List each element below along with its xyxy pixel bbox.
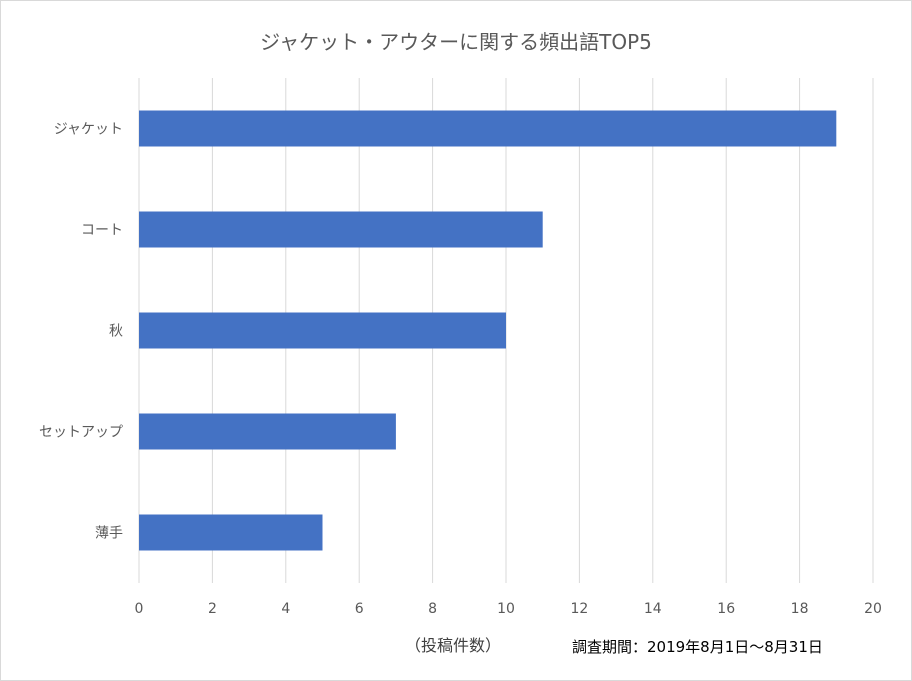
x-tick-label: 20 xyxy=(864,601,882,617)
bar-1 xyxy=(139,211,543,248)
x-tick-label: 14 xyxy=(644,601,662,617)
category-label: コート xyxy=(81,223,123,239)
x-tick-label: 10 xyxy=(497,601,515,617)
category-label: 薄手 xyxy=(95,526,123,542)
x-tick-label: 18 xyxy=(791,601,809,617)
bar-2 xyxy=(139,312,506,349)
x-tick-labels: 0 2 4 6 8 10 12 14 16 18 20 xyxy=(135,601,882,617)
bar-3 xyxy=(139,413,396,450)
chart-title: ジャケット・アウターに関する頻出語TOP5 xyxy=(260,30,652,54)
x-tick-label: 12 xyxy=(570,601,588,617)
x-tick-label: 4 xyxy=(281,601,290,617)
bar-0 xyxy=(139,110,837,147)
category-label: セットアップ xyxy=(39,425,123,441)
x-tick-label: 2 xyxy=(208,601,217,617)
x-tick-label: 8 xyxy=(428,601,437,617)
bar-4 xyxy=(139,514,323,551)
survey-period-note: 調査期間：2019年8月1日〜8月31日 xyxy=(572,638,823,656)
category-label: 秋 xyxy=(109,324,123,340)
x-tick-label: 6 xyxy=(355,601,364,617)
bars xyxy=(139,110,837,551)
x-tick-label: 16 xyxy=(717,601,735,617)
x-tick-label: 0 xyxy=(135,601,144,617)
x-axis-label: （投稿件数） xyxy=(405,636,502,655)
category-label: ジャケット xyxy=(54,122,123,138)
